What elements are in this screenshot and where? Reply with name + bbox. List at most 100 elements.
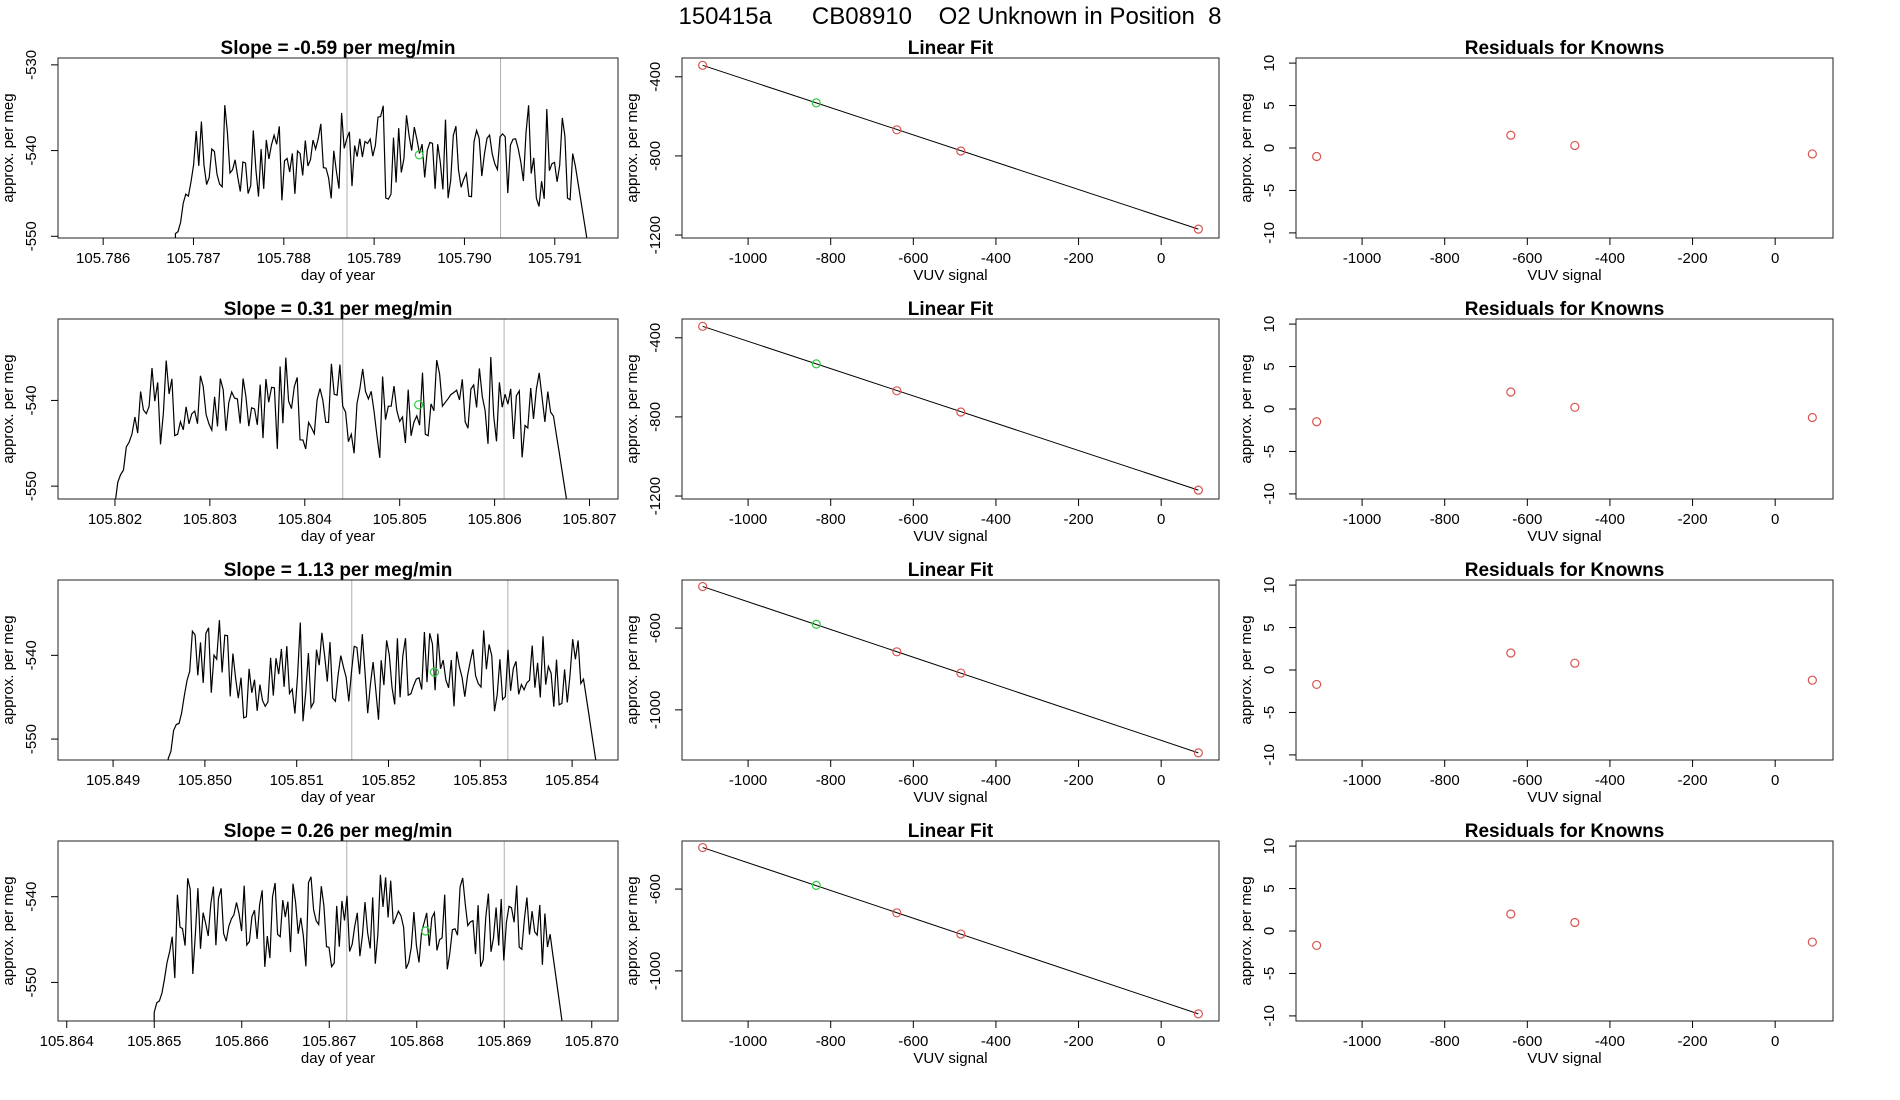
x-tick-label: -1000 xyxy=(729,772,767,789)
x-tick-label: 105.870 xyxy=(565,1033,619,1050)
known-point xyxy=(1807,149,1817,159)
y-axis-label: approx. per meg xyxy=(1238,354,1255,463)
x-tick-label: -1000 xyxy=(729,511,767,528)
known-point xyxy=(1312,940,1322,951)
x-tick-label: 105.852 xyxy=(361,772,415,789)
time-panel-3: Slope = 0.26 per meg/min 105.864 105.865 10… xyxy=(0,821,619,1067)
y-tick-label: -10 xyxy=(1261,483,1278,505)
y-tick-label: -400 xyxy=(647,62,664,92)
x-tick-label: -200 xyxy=(1678,1033,1708,1050)
plot-title: Slope = -0.59 per meg/min xyxy=(221,38,456,59)
x-tick-label: 0 xyxy=(1771,772,1779,789)
plot-frame xyxy=(57,318,619,500)
x-tick-label: 105.786 xyxy=(76,250,130,267)
y-tick-label: -1000 xyxy=(647,952,664,990)
x-tick-label: -800 xyxy=(1430,511,1460,528)
x-tick-label: -600 xyxy=(1512,511,1542,528)
x-tick-label: 105.866 xyxy=(215,1033,269,1050)
plot-frame xyxy=(1295,840,1834,1022)
y-tick-label: -1000 xyxy=(647,691,664,729)
x-tick-label: 105.850 xyxy=(178,772,232,789)
known-point xyxy=(1570,140,1580,151)
x-tick-label: -600 xyxy=(1512,250,1542,267)
x-axis-label: VUV signal xyxy=(1527,267,1601,284)
x-axis-label: VUV signal xyxy=(1527,789,1601,806)
plot-title: Residuals for Knowns xyxy=(1465,38,1665,59)
y-axis-label: approx. per meg xyxy=(0,93,17,202)
fit-line xyxy=(702,847,1199,1015)
resid-panel-1: Residuals for Knowns-1000 -800 -600 -400 -20… xyxy=(1238,299,1834,545)
known-point xyxy=(698,842,708,853)
x-tick-label: -200 xyxy=(1678,772,1708,789)
x-axis-label: VUV signal xyxy=(1527,528,1601,545)
time-panel-1: Slope = 0.31 per meg/min 105.802 105.803 10… xyxy=(0,299,619,545)
plot-title: Slope = 0.26 per meg/min xyxy=(224,821,453,842)
x-tick-label: 0 xyxy=(1157,1033,1165,1050)
y-tick-label: 5 xyxy=(1261,623,1278,631)
x-tick-label: -800 xyxy=(1430,1033,1460,1050)
y-axis-label: approx. per meg xyxy=(624,876,641,985)
time-trace xyxy=(115,356,568,499)
fit-panel-3: Linear Fit -1000 -800 -600 -400 -200 0 -1000 -60… xyxy=(624,821,1220,1067)
fit-panel-0: Linear Fit -1000 -800 -600 -400 -200 0 -1200 -80… xyxy=(624,38,1220,284)
x-tick-label: 0 xyxy=(1771,1033,1779,1050)
x-tick-label: 105.851 xyxy=(270,772,324,789)
x-tick-label: 105.864 xyxy=(40,1033,94,1050)
page-title: 150415a CB08910 O2 Unknown in Position 8 xyxy=(678,3,1222,30)
fit-panel-2: Linear Fit -1000 -800 -600 -400 -200 0 -1000 -60… xyxy=(624,560,1220,806)
x-tick-label: -200 xyxy=(1064,511,1094,528)
known-point xyxy=(1312,151,1322,162)
plot-frame xyxy=(681,57,1220,239)
x-tick-label: -400 xyxy=(981,772,1011,789)
y-tick-label: -550 xyxy=(23,471,40,501)
x-tick-label: -800 xyxy=(816,1033,846,1050)
x-tick-label: 105.803 xyxy=(183,511,237,528)
known-point xyxy=(1506,909,1516,919)
y-tick-label: -1200 xyxy=(647,477,664,515)
y-axis-label: approx. per meg xyxy=(1238,876,1255,985)
known-point xyxy=(698,60,708,70)
x-axis-label: VUV signal xyxy=(1527,1050,1601,1067)
x-tick-label: -600 xyxy=(1512,772,1542,789)
y-tick-label: 10 xyxy=(1261,577,1278,594)
y-axis-label: approx. per meg xyxy=(624,93,641,202)
known-point xyxy=(698,581,708,592)
x-tick-label: 105.865 xyxy=(127,1033,181,1050)
unknown-point xyxy=(429,667,439,677)
x-tick-label: -600 xyxy=(898,772,928,789)
y-tick-label: -10 xyxy=(1261,222,1278,244)
known-point xyxy=(1807,675,1817,685)
known-point xyxy=(1506,387,1516,397)
time-panel-0: Slope = -0.59 per meg/min 105.786 105.787 1… xyxy=(0,38,619,284)
y-tick-label: -540 xyxy=(23,136,40,166)
x-tick-label: -400 xyxy=(981,1033,1011,1050)
y-tick-label: 5 xyxy=(1261,362,1278,370)
unknown-point xyxy=(811,619,821,629)
known-point xyxy=(1312,679,1322,690)
x-tick-label: 105.804 xyxy=(278,511,332,528)
x-tick-label: -600 xyxy=(898,250,928,267)
x-tick-label: -400 xyxy=(981,250,1011,267)
x-tick-label: 0 xyxy=(1771,511,1779,528)
y-tick-label: -530 xyxy=(23,50,40,80)
resid-panel-2: Residuals for Knowns-1000 -800 -600 -400 -20… xyxy=(1238,560,1834,806)
y-tick-label: -1200 xyxy=(647,216,664,254)
y-tick-label: 0 xyxy=(1261,666,1278,674)
known-point xyxy=(892,647,902,657)
fit-panel-1: Linear Fit -1000 -800 -600 -400 -200 0 -1200 -80… xyxy=(624,299,1220,545)
plot-frame xyxy=(57,840,619,1022)
y-axis-label: approx. per meg xyxy=(624,354,641,463)
y-tick-label: 5 xyxy=(1261,884,1278,892)
plot-frame xyxy=(681,579,1220,761)
x-tick-label: -200 xyxy=(1678,511,1708,528)
y-tick-label: -540 xyxy=(23,640,40,670)
y-axis-label: approx. per meg xyxy=(0,876,17,985)
x-tick-label: -800 xyxy=(1430,250,1460,267)
y-axis-label: approx. per meg xyxy=(624,615,641,724)
plot-title: Residuals for Knowns xyxy=(1465,821,1665,842)
plot-frame xyxy=(681,840,1220,1022)
unknown-point xyxy=(414,150,424,160)
x-tick-label: 105.854 xyxy=(545,772,599,789)
x-tick-label: -400 xyxy=(1595,1033,1625,1050)
